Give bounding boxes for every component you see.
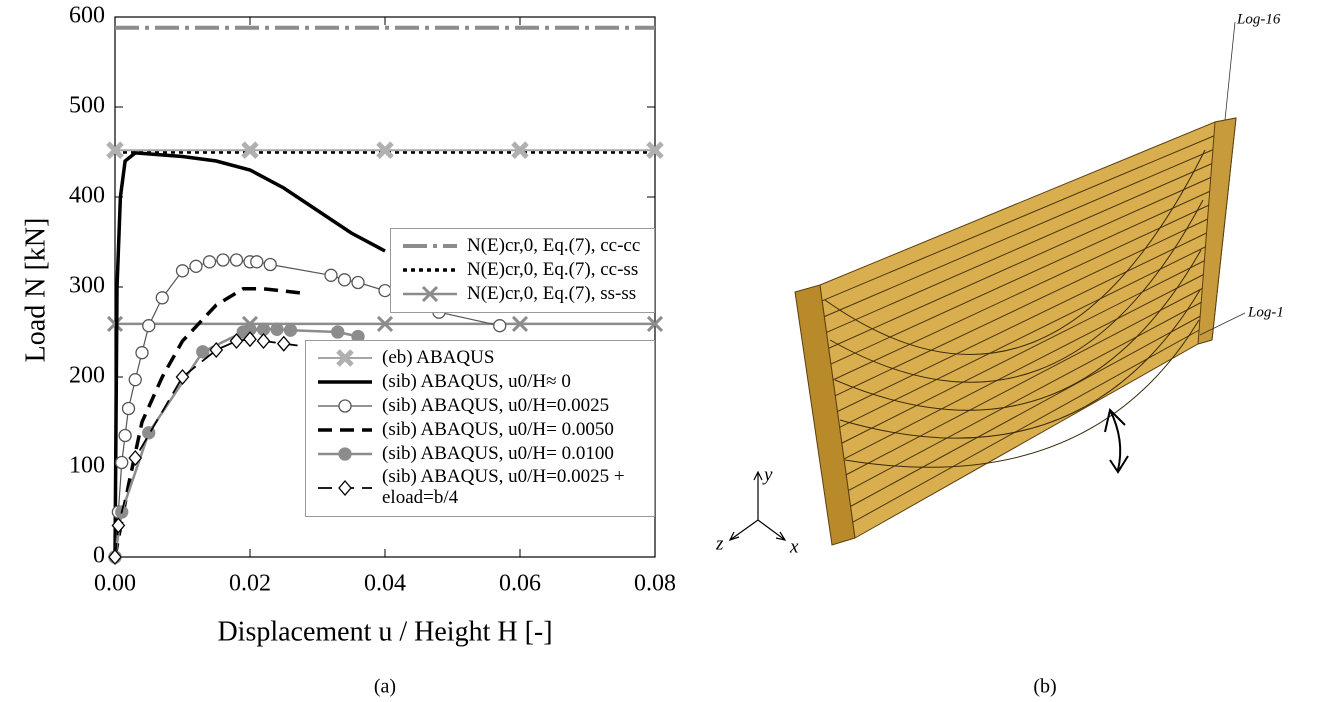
legend-entry: (sib) ABAQUS, u0/H= 0.0100 [314,444,646,465]
legend-swatch [399,260,461,280]
marker [278,337,290,351]
legend-label: N(E)cr,0, Eq.(7), ss-ss [467,284,636,305]
x-axis-label: Displacement u / Height H [-] [217,616,552,647]
legend: (eb) ABAQUS (sib) ABAQUS, u0/H≈ 0 (sib) AB… [305,340,655,517]
legend-swatch [399,284,461,304]
marker [494,320,506,332]
legend-entry: (sib) ABAQUS, u0/H≈ 0 [314,372,646,393]
marker [352,277,364,289]
marker [116,457,128,469]
marker [197,346,209,358]
marker [129,374,141,386]
legend-swatch [314,348,376,368]
marker [123,403,135,415]
legend-swatch [314,396,376,416]
marker [143,320,155,332]
series-line [115,339,318,557]
legend-swatch [399,236,461,256]
legend-entry: (sib) ABAQUS, u0/H= 0.0050 [314,420,646,441]
marker [217,254,229,266]
legend-label: (sib) ABAQUS, u0/H= 0.0100 [382,444,614,465]
legend: N(E)cr,0, Eq.(7), cc-cc N(E)cr,0, Eq.(7),… [390,228,655,313]
y-tick-label: 500 [69,93,105,119]
marker [136,347,148,359]
x-tick-label: 0.04 [364,571,406,597]
marker [332,326,344,338]
legend-swatch [314,420,376,440]
legend-entry: (sib) ABAQUS, u0/H=0.0025 + eload=b/4 [314,467,646,509]
x-tick-label: 0.00 [94,571,136,597]
y-tick-label: 400 [69,183,105,209]
figure: Load N [kN] Displacement u / Height H [-… [0,0,1320,702]
figure-canvas: Load N [kN] Displacement u / Height H [-… [0,0,1320,702]
legend-entry: (eb) ABAQUS [314,348,646,369]
legend-marker [339,448,351,460]
caption: (a) [374,676,396,698]
marker [177,370,189,384]
log-label: Log-1 [1247,304,1284,320]
legend-swatch [314,444,376,464]
x-tick-label: 0.02 [229,571,271,597]
marker [190,260,202,272]
y-axis-label: Load N [kN] [20,218,51,363]
marker [325,269,337,281]
marker [271,323,283,335]
marker [251,256,263,268]
caption: (b) [1033,676,1056,698]
legend-label: (sib) ABAQUS, u0/H=0.0025 [382,396,609,417]
marker [339,274,351,286]
x-tick-label: 0.08 [634,571,676,597]
marker [258,334,270,348]
legend-swatch [314,372,376,392]
marker [119,430,131,442]
legend-label: N(E)cr,0, Eq.(7), cc-cc [467,236,640,257]
legend-label: N(E)cr,0, Eq.(7), cc-ss [467,260,638,281]
y-tick-label: 0 [93,543,105,569]
marker [156,292,168,304]
y-tick-label: 600 [69,3,105,29]
legend-label: (sib) ABAQUS, u0/H= 0.0050 [382,420,614,441]
marker [204,256,216,268]
legend-marker [339,481,351,495]
axis-label: z [715,533,724,554]
legend-entry: (sib) ABAQUS, u0/H=0.0025 [314,396,646,417]
legend-entry: N(E)cr,0, Eq.(7), cc-cc [399,236,646,257]
legend-entry: N(E)cr,0, Eq.(7), cc-ss [399,260,646,281]
marker [264,259,276,271]
marker [231,254,243,266]
axis-label: x [789,536,799,557]
marker [177,265,189,277]
wall-model [730,22,1245,545]
y-tick-label: 300 [69,273,105,299]
y-tick-label: 100 [69,453,105,479]
legend-label: (sib) ABAQUS, u0/H≈ 0 [382,372,571,393]
legend-label: (sib) ABAQUS, u0/H=0.0025 + eload=b/4 [382,467,646,509]
x-tick-label: 0.06 [499,571,541,597]
marker [210,343,222,357]
y-tick-label: 200 [69,363,105,389]
legend-marker [339,400,351,412]
axis-label: y [762,464,773,485]
legend-label: (eb) ABAQUS [382,348,494,369]
marker [285,324,297,336]
legend-entry: N(E)cr,0, Eq.(7), ss-ss [399,284,646,305]
log-label: Log-16 [1236,11,1281,27]
legend-swatch [314,478,376,498]
